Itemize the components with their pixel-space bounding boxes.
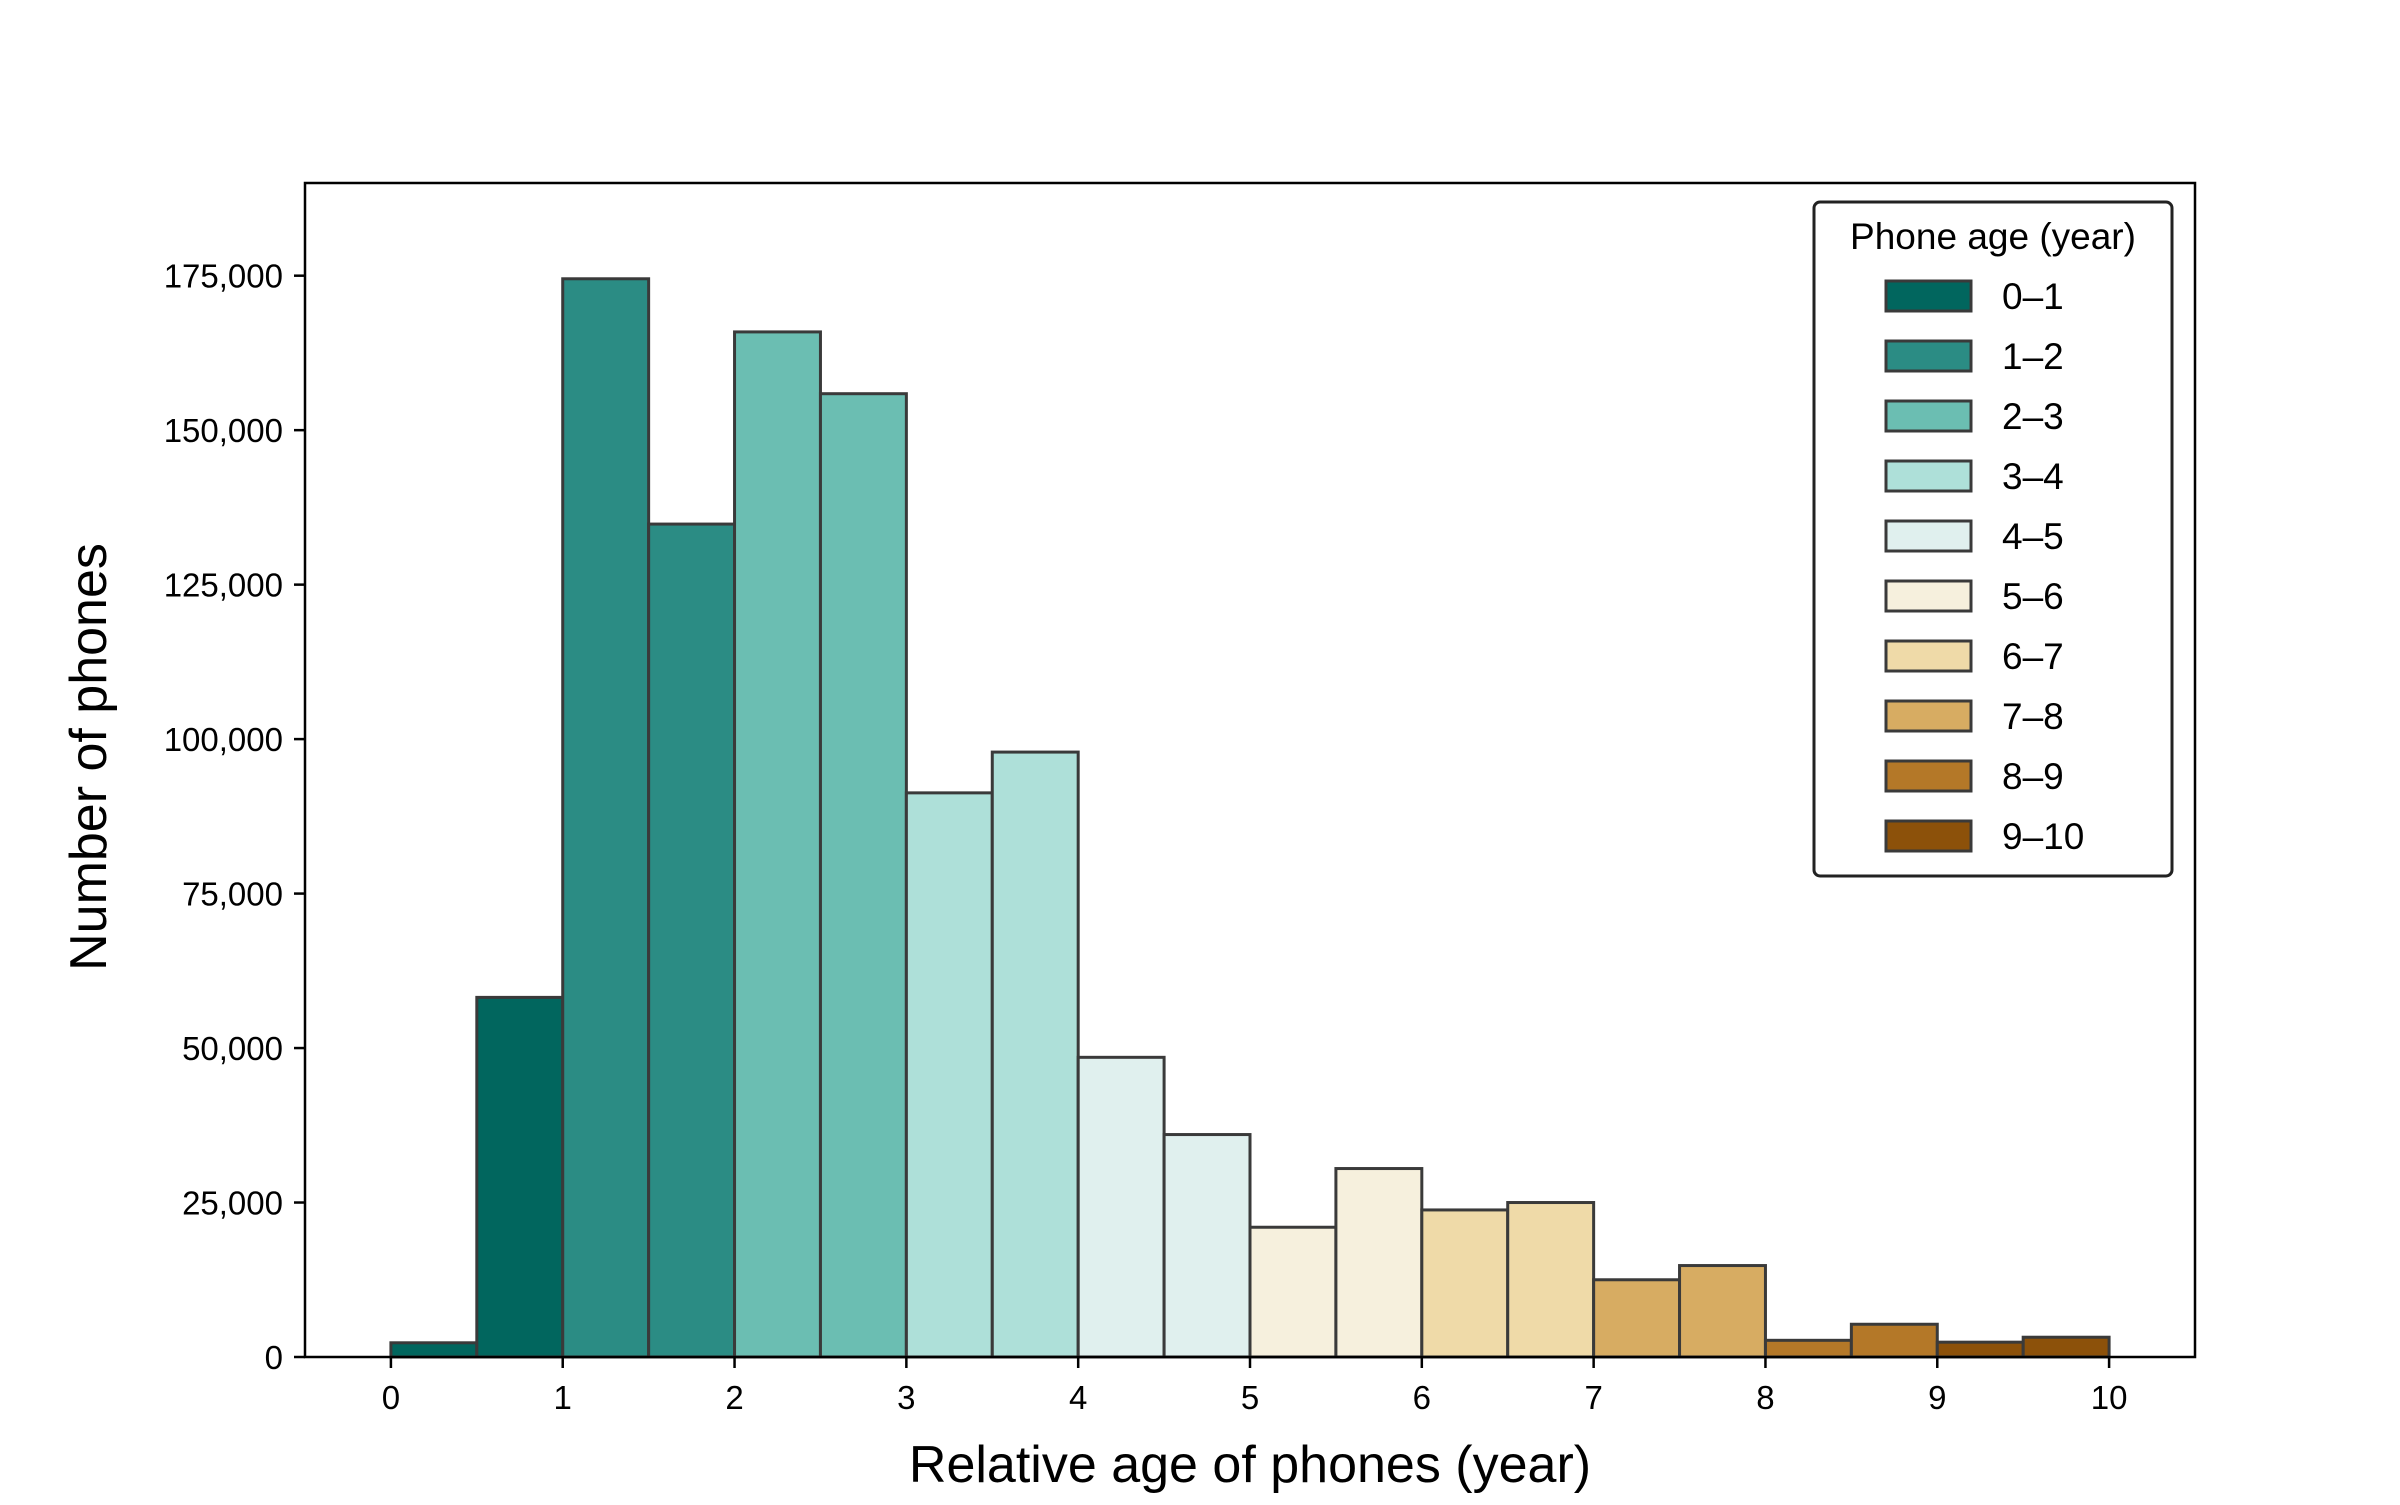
legend-label: 7–8 bbox=[2002, 696, 2064, 737]
histogram-bar bbox=[647, 522, 737, 1359]
y-axis: 0 25,000 50,000 75,000 100,000 125,000 150,000… bbox=[164, 258, 305, 1376]
legend-label: 4–5 bbox=[2002, 516, 2064, 557]
legend: Phone age (year) 0–1 1–2 2–3 3–4 4–5 5–6 6–7 7–… bbox=[1812, 200, 2174, 878]
histogram-bar bbox=[1162, 1133, 1252, 1359]
histogram-bar bbox=[389, 1341, 479, 1359]
legend-swatch bbox=[1884, 759, 1973, 793]
x-tick-label: 8 bbox=[1756, 1379, 1774, 1416]
x-tick-label: 5 bbox=[1241, 1379, 1259, 1416]
histogram-bar bbox=[1248, 1225, 1338, 1359]
y-tick-label: 100,000 bbox=[164, 721, 283, 758]
legend-swatch bbox=[1884, 459, 1973, 493]
x-axis: 0 1 2 3 4 5 6 7 8 9 10 bbox=[382, 1357, 2128, 1416]
y-axis-label: Number of phones bbox=[60, 543, 118, 971]
y-tick-label: 175,000 bbox=[164, 258, 283, 295]
y-tick-label: 125,000 bbox=[164, 567, 283, 604]
histogram-bar bbox=[1592, 1278, 1682, 1359]
x-tick-label: 0 bbox=[382, 1379, 400, 1416]
bars-layer bbox=[389, 277, 2111, 1359]
legend-label: 5–6 bbox=[2002, 576, 2064, 617]
x-tick-label: 9 bbox=[1928, 1379, 1946, 1416]
legend-swatch bbox=[1884, 639, 1973, 673]
y-tick-label: 25,000 bbox=[182, 1185, 283, 1222]
histogram-bar bbox=[1849, 1322, 1939, 1359]
x-tick-label: 3 bbox=[897, 1379, 915, 1416]
histogram-bar bbox=[561, 277, 651, 1359]
histogram-bar bbox=[1678, 1264, 1767, 1359]
histogram-bar bbox=[1763, 1338, 1853, 1359]
y-tick-label: 75,000 bbox=[182, 876, 283, 913]
x-tick-label: 7 bbox=[1584, 1379, 1602, 1416]
histogram-bar bbox=[733, 330, 822, 1359]
legend-box bbox=[1812, 200, 2174, 878]
x-axis-label: Relative age of phones (year) bbox=[909, 1436, 1591, 1494]
x-tick-label: 1 bbox=[554, 1379, 572, 1416]
legend-swatch bbox=[1884, 519, 1973, 553]
legend-swatch bbox=[1884, 699, 1973, 733]
legend-swatch bbox=[1884, 819, 1973, 853]
histogram-bar bbox=[1076, 1055, 1166, 1359]
legend-swatch bbox=[1884, 579, 1973, 613]
histogram-bar bbox=[2021, 1335, 2111, 1359]
legend-label: 2–3 bbox=[2002, 396, 2064, 437]
histogram-bar bbox=[1935, 1340, 2025, 1359]
legend-swatch bbox=[1884, 279, 1973, 313]
legend-label: 1–2 bbox=[2002, 336, 2064, 377]
legend-label: 0–1 bbox=[2002, 276, 2064, 317]
x-tick-label: 10 bbox=[2091, 1379, 2128, 1416]
legend-entries: 0–1 1–2 2–3 3–4 4–5 5–6 6–7 7–8 8–9 9–10 bbox=[1884, 276, 2084, 857]
legend-label: 3–4 bbox=[2002, 456, 2064, 497]
legend-swatch bbox=[1884, 339, 1973, 373]
legend-label: 6–7 bbox=[2002, 636, 2064, 677]
histogram-bar bbox=[1334, 1167, 1424, 1359]
y-tick-label: 0 bbox=[265, 1339, 283, 1376]
histogram-bar bbox=[1420, 1208, 1510, 1359]
legend-title: Phone age (year) bbox=[1850, 216, 2136, 257]
x-tick-label: 2 bbox=[725, 1379, 743, 1416]
histogram-bar bbox=[1506, 1201, 1596, 1359]
histogram-bar bbox=[990, 750, 1080, 1359]
legend-label: 9–10 bbox=[2002, 816, 2084, 857]
y-tick-label: 50,000 bbox=[182, 1030, 283, 1067]
histogram-bar bbox=[818, 392, 908, 1359]
legend-label: 8–9 bbox=[2002, 756, 2064, 797]
histogram-bar bbox=[475, 995, 565, 1359]
y-tick-label: 150,000 bbox=[164, 412, 283, 449]
x-tick-label: 4 bbox=[1069, 1379, 1087, 1416]
histogram-bar bbox=[904, 791, 994, 1359]
x-tick-label: 6 bbox=[1413, 1379, 1431, 1416]
legend-swatch bbox=[1884, 399, 1973, 433]
